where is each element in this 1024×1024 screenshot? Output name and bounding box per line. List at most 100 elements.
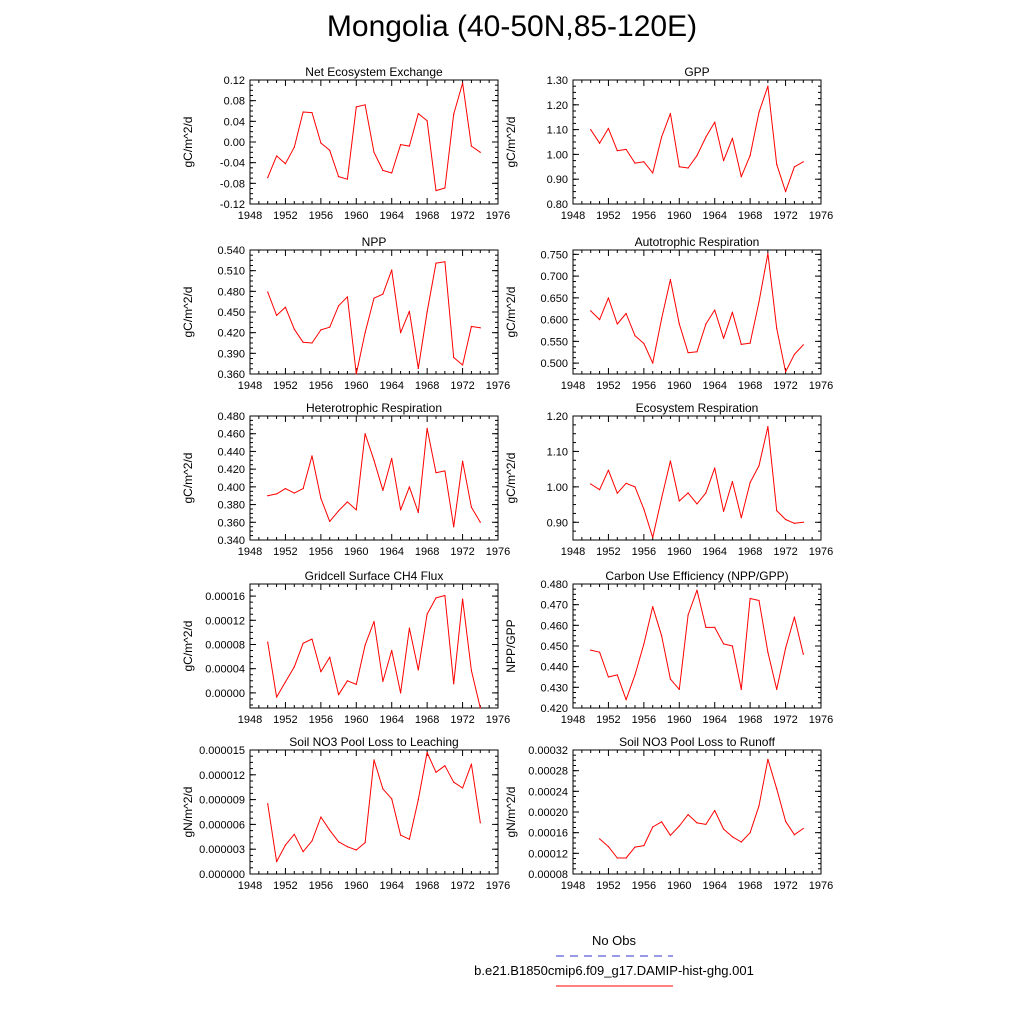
data-point: [337, 694, 340, 696]
data-point: [643, 643, 645, 645]
data-point: [329, 829, 331, 831]
data-point: [435, 262, 437, 264]
y-tick-label: 0.00012: [205, 615, 245, 627]
y-tick-label: 0.000012: [199, 770, 245, 782]
data-point: [705, 492, 707, 494]
data-point: [634, 162, 636, 164]
data-point: [784, 191, 787, 193]
data-point: [749, 342, 751, 344]
panel-3: Autotrophic Respiration gC/m^2/d 1948 1952 1…: [504, 235, 833, 392]
data-point: [461, 787, 464, 789]
data-point: [634, 674, 636, 676]
data-point: [284, 681, 287, 683]
data-point: [793, 166, 796, 168]
data-point: [607, 676, 610, 678]
y-tick-label: 0.80: [547, 199, 568, 211]
x-tick-label: 1968: [738, 714, 762, 726]
data-point: [311, 455, 313, 457]
series-line: [267, 595, 481, 709]
data-point: [435, 472, 437, 474]
data-point: [749, 482, 751, 484]
data-point: [652, 362, 654, 364]
y-tick-label: -0.08: [220, 178, 245, 190]
data-point: [607, 127, 610, 129]
data-point: [293, 833, 295, 835]
data-point: [590, 310, 592, 312]
x-tick-label: 1956: [632, 380, 656, 392]
panel-title: Soil NO3 Pool Loss to Leaching: [289, 735, 458, 749]
data-point: [444, 261, 446, 263]
data-point: [714, 809, 716, 812]
y-axis-label: gC/m^2/d: [504, 287, 518, 338]
data-point: [793, 522, 796, 524]
data-point: [776, 163, 778, 165]
data-point: [435, 189, 437, 192]
data-point: [607, 846, 610, 848]
data-point: [590, 483, 592, 485]
data-point: [678, 500, 680, 502]
data-point: [722, 510, 725, 512]
data-point: [417, 367, 419, 370]
y-tick-label: 0.08: [224, 96, 245, 108]
x-tick-label: 1976: [486, 546, 510, 558]
data-point: [479, 707, 481, 709]
y-axis-label: gC/m^2/d: [504, 453, 518, 504]
data-point: [802, 161, 804, 163]
y-tick-label: 0.00016: [528, 828, 568, 840]
data-point: [758, 599, 760, 602]
data-point: [767, 426, 769, 428]
data-point: [696, 503, 698, 505]
data-point: [776, 788, 778, 790]
panel-0: Net Ecosystem Exchange gC/m^2/d 1948 1952 19…: [181, 65, 510, 222]
data-point: [399, 834, 402, 836]
x-tick-label: 1952: [273, 210, 297, 222]
x-tick-label: 1964: [702, 546, 726, 558]
data-point: [669, 834, 672, 836]
x-tick-label: 1964: [379, 880, 403, 892]
x-tick-label: 1976: [809, 546, 833, 558]
data-point: [364, 104, 366, 106]
x-tick-label: 1972: [773, 380, 797, 392]
data-point: [391, 457, 393, 460]
data-point: [616, 150, 618, 152]
data-point: [364, 433, 366, 435]
data-point: [669, 278, 672, 281]
data-point: [758, 301, 760, 303]
x-tick-label: 1976: [809, 714, 833, 726]
data-point: [479, 327, 481, 329]
data-point: [311, 638, 313, 640]
y-tick-label: 1.00: [547, 482, 568, 494]
data-point: [740, 517, 742, 519]
data-point: [275, 493, 278, 495]
data-point: [346, 501, 349, 503]
data-point: [714, 467, 716, 469]
data-point: [598, 838, 601, 840]
data-point: [767, 651, 769, 653]
data-point: [598, 651, 601, 653]
data-point: [470, 669, 473, 672]
data-point: [784, 647, 787, 649]
data-point: [391, 269, 393, 271]
data-point: [722, 643, 725, 645]
x-tick-label: 1968: [738, 210, 762, 222]
data-point: [652, 536, 654, 539]
data-point: [355, 106, 357, 108]
data-point: [660, 318, 663, 320]
y-axis-label: gC/m^2/d: [181, 287, 195, 338]
data-point: [598, 142, 601, 144]
x-tick-label: 1948: [238, 880, 262, 892]
series-line: [599, 758, 804, 859]
data-point: [669, 678, 672, 680]
data-point: [435, 771, 437, 773]
data-point: [616, 492, 618, 494]
y-tick-label: 0.360: [217, 517, 245, 529]
panel-title: Soil NO3 Pool Loss to Runoff: [619, 735, 776, 749]
x-tick-label: 1952: [596, 210, 620, 222]
data-point: [634, 335, 636, 337]
data-point: [479, 822, 481, 824]
data-point: [616, 323, 618, 325]
data-point: [643, 161, 645, 163]
data-point: [652, 172, 654, 174]
data-point: [320, 671, 322, 673]
y-axis-label: NPP/GPP: [504, 619, 518, 672]
